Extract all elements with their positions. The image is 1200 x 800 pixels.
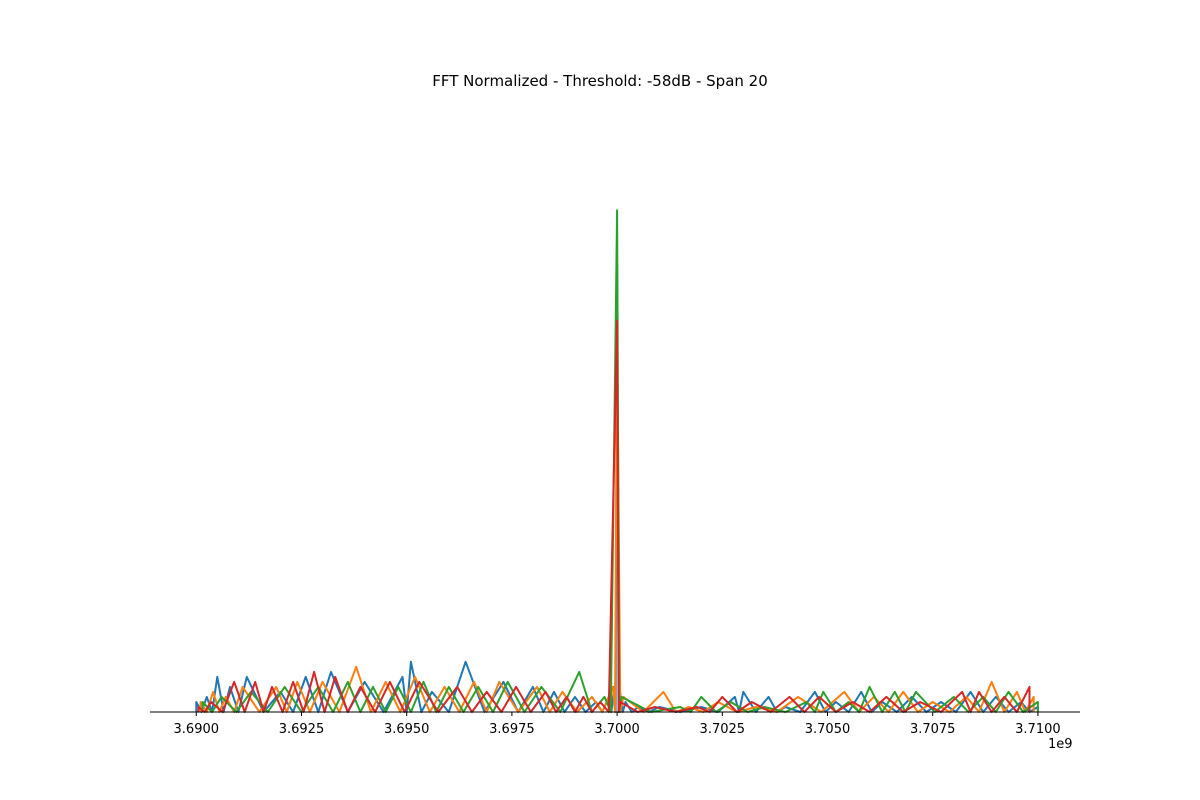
x-tick-label: 3.6975 <box>489 722 535 737</box>
x-tick-label: 3.7075 <box>910 722 956 737</box>
x-tick-label: 3.6900 <box>174 722 220 737</box>
x-axis-offset-label: 1e9 <box>1048 737 1073 752</box>
x-tick-label: 3.7025 <box>700 722 746 737</box>
x-tick-label: 3.7100 <box>1015 722 1061 737</box>
series-line-3 <box>201 209 1039 713</box>
series-line-4 <box>197 319 1031 713</box>
x-tick-label: 3.7000 <box>594 722 640 737</box>
x-tick-label: 3.6950 <box>384 722 430 737</box>
x-tick-label: 3.7050 <box>805 722 851 737</box>
chart-title: FFT Normalized - Threshold: -58dB - Span… <box>432 72 768 90</box>
x-tick-label: 3.6925 <box>279 722 325 737</box>
